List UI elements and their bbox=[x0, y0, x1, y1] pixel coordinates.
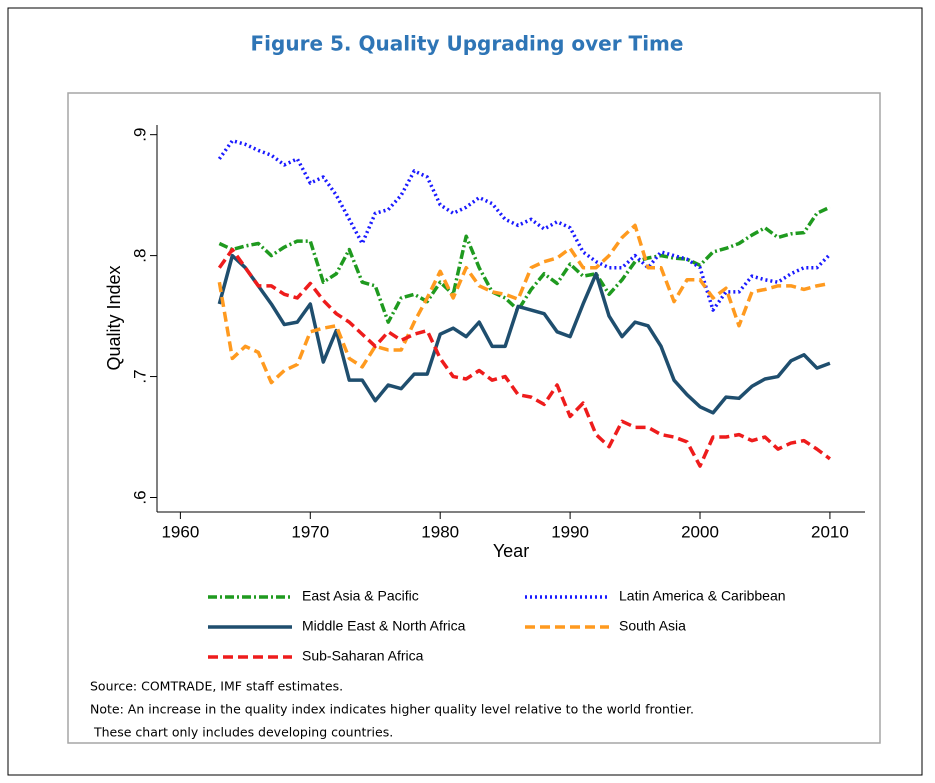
y-axis-label: Quality Index bbox=[104, 265, 124, 370]
x-tick-label: 2000 bbox=[681, 522, 719, 541]
y-tick-label: .9 bbox=[130, 128, 149, 142]
x-tick-label: 1960 bbox=[161, 522, 199, 541]
legend-label: East Asia & Pacific bbox=[302, 588, 419, 604]
x-tick-label: 1990 bbox=[551, 522, 589, 541]
legend-label: Sub-Saharan Africa bbox=[302, 648, 424, 664]
x-tick-label: 1970 bbox=[291, 522, 329, 541]
x-tick-label: 2010 bbox=[811, 522, 849, 541]
chart-panel bbox=[67, 92, 881, 744]
y-tick-label: .6 bbox=[130, 490, 149, 504]
page-border bbox=[7, 7, 923, 776]
legend-label: Latin America & Caribbean bbox=[619, 588, 786, 604]
series-line bbox=[218, 205, 831, 324]
y-tick-label: .8 bbox=[130, 249, 149, 263]
footnote: Note: An increase in the quality index i… bbox=[90, 702, 694, 717]
source-note: Source: COMTRADE, IMF staff estimates. bbox=[90, 679, 343, 694]
series-line bbox=[217, 253, 831, 415]
legend-label: South Asia bbox=[619, 618, 686, 634]
chart-title: Figure 5. Quality Upgrading over Time bbox=[251, 32, 684, 56]
series-line bbox=[217, 247, 831, 468]
legend-label: Middle East & North Africa bbox=[302, 618, 466, 634]
series-line bbox=[217, 223, 831, 385]
y-tick-label: .7 bbox=[130, 369, 149, 383]
footnote: These chart only includes developing cou… bbox=[90, 725, 393, 740]
x-axis-label: Year bbox=[493, 541, 529, 561]
x-tick-label: 1980 bbox=[421, 522, 459, 541]
